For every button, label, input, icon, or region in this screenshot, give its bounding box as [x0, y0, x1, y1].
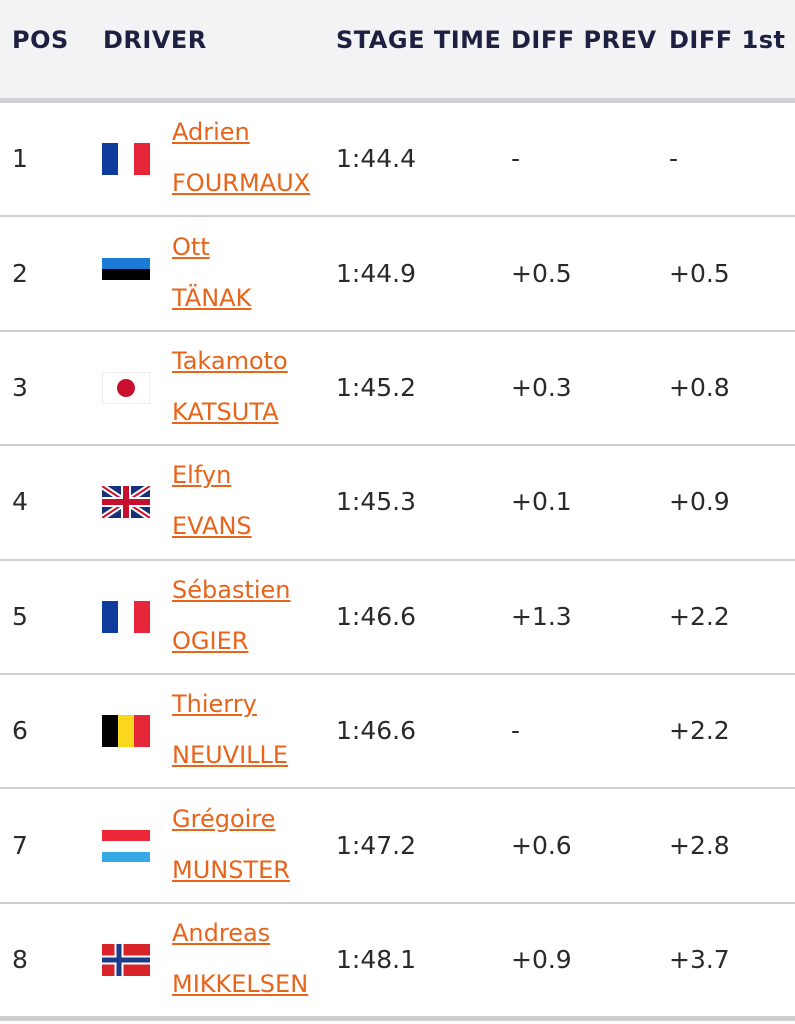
position: 5 [12, 601, 28, 631]
driver-last-name[interactable]: MUNSTER [172, 855, 290, 884]
column-header: STAGE TIME [336, 26, 502, 54]
column-header: DRIVER [103, 26, 207, 54]
driver-last-name[interactable]: TÄNAK [172, 283, 252, 312]
diff-first: +0.9 [669, 487, 730, 517]
driver-first-name[interactable]: Takamoto [172, 346, 288, 375]
stage-time: 1:48.1 [336, 944, 416, 974]
position: 3 [12, 372, 28, 402]
flag [102, 257, 150, 290]
table-row: 6 Thierry NEUVILLE 1:46.6 - +2.2 [0, 675, 795, 790]
driver-last-name[interactable]: KATSUTA [172, 397, 279, 426]
table-header: POS DRIVER STAGE TIME DIFF PREV DIFF 1st [0, 0, 795, 103]
diff-first: - [669, 144, 679, 174]
driver-first-name[interactable]: Grégoire [172, 804, 276, 833]
table-row: 7 Grégoire MUNSTER 1:47.2 +0.6 +2.8 [0, 789, 795, 904]
diff-prev: +0.5 [511, 258, 572, 288]
diff-first: +2.8 [669, 830, 730, 860]
driver-first-name[interactable]: Thierry [172, 690, 257, 719]
flag [102, 829, 150, 862]
stage-time: 1:46.6 [336, 601, 416, 631]
diff-prev: +1.3 [511, 601, 572, 631]
stage-time: 1:44.4 [336, 144, 416, 174]
driver-first-name[interactable]: Sébastien [172, 575, 291, 604]
stage-time: 1:45.3 [336, 487, 416, 517]
driver-first-name[interactable]: Andreas [172, 918, 271, 947]
table-row: 2 Ott TÄNAK 1:44.9 +0.5 +0.5 [0, 217, 795, 332]
position: 1 [12, 144, 28, 174]
driver-last-name[interactable]: NEUVILLE [172, 741, 289, 770]
flag [102, 486, 150, 519]
diff-prev: +0.6 [511, 830, 572, 860]
stage-time: 1:44.9 [336, 258, 416, 288]
driver-first-name[interactable]: Ott [172, 232, 210, 261]
flag [102, 715, 150, 748]
position: 8 [12, 944, 28, 974]
driver-last-name[interactable]: OGIER [172, 626, 249, 655]
diff-prev: +0.9 [511, 944, 572, 974]
diff-prev: - [511, 716, 521, 746]
diff-first: +2.2 [669, 716, 730, 746]
driver-last-name[interactable]: EVANS [172, 512, 252, 541]
flag [102, 371, 150, 404]
flag [102, 600, 150, 633]
flag [102, 943, 150, 976]
table-row: 1 Adrien FOURMAUX 1:44.4 - - [0, 103, 795, 218]
diff-first: +2.2 [669, 601, 730, 631]
driver-first-name[interactable]: Adrien [172, 118, 250, 147]
stage-time: 1:46.6 [336, 716, 416, 746]
position: 4 [12, 487, 28, 517]
diff-prev: +0.3 [511, 372, 572, 402]
table-row: 5 Sébastien OGIER 1:46.6 +1.3 +2.2 [0, 561, 795, 675]
diff-first: +0.8 [669, 372, 730, 402]
diff-prev: +0.1 [511, 487, 572, 517]
flag [102, 143, 150, 176]
position: 7 [12, 830, 28, 860]
column-header: DIFF PREV [511, 26, 657, 54]
stage-time: 1:47.2 [336, 830, 416, 860]
table-row: 3 Takamoto KATSUTA 1:45.2 +0.3 +0.8 [0, 332, 795, 447]
driver-last-name[interactable]: MIKKELSEN [172, 969, 309, 998]
diff-prev: - [511, 144, 521, 174]
diff-first: +0.5 [669, 258, 730, 288]
driver-first-name[interactable]: Elfyn [172, 461, 232, 490]
stage-time: 1:45.2 [336, 372, 416, 402]
table-row: 8 Andreas MIKKELSEN 1:48.1 +0.9 +3.7 [0, 904, 795, 1022]
column-header: DIFF 1st [669, 26, 786, 54]
column-header: POS [12, 26, 69, 54]
driver-last-name[interactable]: FOURMAUX [172, 169, 311, 198]
diff-first: +3.7 [669, 944, 730, 974]
position: 2 [12, 258, 28, 288]
table-row: 4 Elfyn EVANS 1:45.3 +0.1 +0.9 [0, 446, 795, 561]
position: 6 [12, 716, 28, 746]
